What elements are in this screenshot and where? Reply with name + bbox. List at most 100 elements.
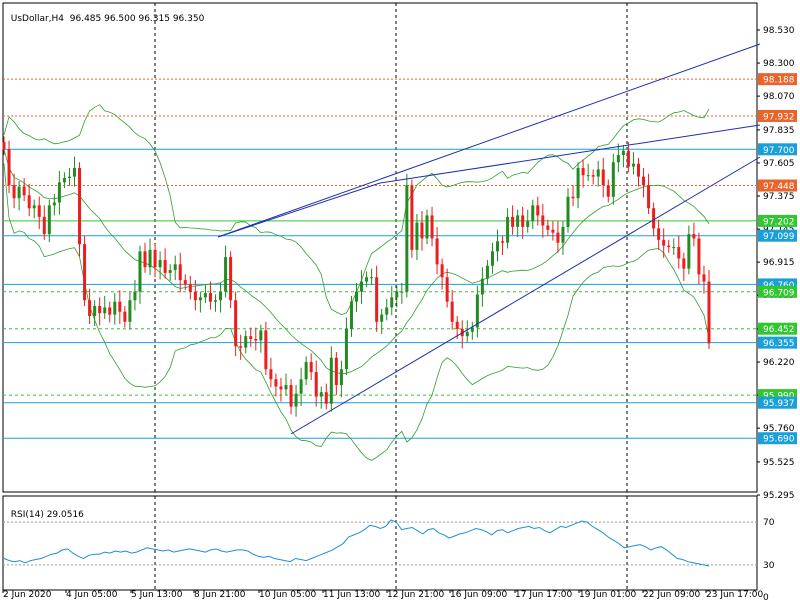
price-axis-label: 98.300	[763, 59, 795, 69]
candle-bull	[561, 226, 565, 243]
candle-bull	[621, 150, 625, 156]
time-axis-label: 19 Jun 01:00	[579, 590, 636, 600]
candle-bull	[138, 251, 142, 292]
candle-bear	[98, 305, 102, 314]
candle-bear	[662, 239, 666, 246]
candle-bear	[702, 274, 706, 282]
rsi-axis-label: 30	[763, 561, 775, 571]
candle-bull	[631, 163, 635, 167]
candle-bear	[375, 277, 379, 322]
candle-bear	[521, 215, 525, 227]
candle-bear	[178, 264, 182, 281]
price-tag-bg	[758, 73, 797, 86]
candle-bull	[360, 281, 364, 292]
candle-bear	[289, 385, 293, 407]
candle-bull	[349, 301, 353, 329]
candle-bear	[279, 386, 283, 390]
price-tag-label: 95.937	[763, 399, 795, 409]
price-axis-label: 98.070	[763, 92, 795, 102]
candle-bear	[667, 245, 671, 248]
candle-bull	[329, 357, 333, 404]
candle-bull	[344, 328, 348, 370]
candle-bear	[2, 142, 6, 150]
candle-bull	[128, 300, 132, 322]
time-axis-label: 11 Jun 13:00	[323, 590, 380, 600]
price-axis-label: 97.835	[763, 126, 795, 136]
rsi-title: RSI(14) 29.0516	[5, 500, 84, 520]
price-tag-bg	[758, 396, 797, 409]
candle-bear	[42, 216, 46, 235]
candle-bull	[158, 259, 162, 268]
time-axis-label: 10 Jun 05:00	[259, 590, 316, 600]
candle-bear	[269, 369, 273, 380]
candle-bear	[657, 228, 661, 240]
candle-bull	[380, 314, 384, 322]
candle-bull	[133, 291, 137, 301]
price-axis-label: 96.915	[763, 258, 795, 268]
candle-bear	[591, 175, 595, 177]
candle-bull	[299, 379, 303, 394]
candle-bear	[430, 215, 434, 239]
candle-bull	[203, 293, 207, 298]
price-axis-label: 97.605	[763, 159, 795, 169]
rsi-axis-label: 70	[763, 518, 775, 528]
bollinger-middle	[3, 149, 710, 375]
candle-bear	[626, 150, 630, 167]
candle-bull	[304, 362, 308, 380]
candle-bull	[596, 169, 600, 177]
candle-bull	[370, 277, 374, 279]
candle-bull	[319, 392, 323, 397]
candle-bull	[385, 307, 389, 315]
price-panel-frame	[2, 2, 758, 493]
candle-bear	[556, 232, 560, 243]
candle-bull	[173, 264, 177, 271]
candle-bear	[334, 357, 338, 386]
candle-bear	[642, 176, 646, 186]
candle-bull	[480, 278, 484, 295]
candle-bull	[405, 185, 409, 292]
candle-bull	[113, 301, 117, 315]
candle-bull	[259, 330, 263, 341]
time-axis-label: 23 Jun 17:00	[706, 590, 763, 600]
candle-bear	[108, 307, 112, 315]
candle-bear	[163, 259, 167, 273]
candle-bear	[234, 300, 238, 347]
price-tag-bg	[758, 214, 797, 227]
candle-bull	[284, 385, 288, 390]
price-tag-bg	[758, 109, 797, 122]
candle-bear	[309, 362, 313, 373]
candle-bear	[208, 293, 212, 302]
candle-bull	[526, 221, 530, 227]
candle-bear	[229, 257, 233, 301]
candle-bear	[88, 300, 92, 317]
candle-bull	[470, 327, 474, 332]
candle-bear	[546, 225, 550, 230]
candle-bull	[506, 216, 510, 243]
candle-bull	[339, 369, 343, 386]
candle-bear	[193, 291, 197, 301]
candle-bull	[576, 167, 580, 199]
candle-bear	[606, 185, 610, 197]
price-axis-label: 95.295	[763, 491, 795, 501]
candle-bear	[501, 241, 505, 243]
price-tag-label: 96.355	[763, 339, 795, 349]
price-tag-label: 97.700	[763, 146, 795, 156]
candle-bull	[355, 291, 358, 302]
rsi-panel-frame	[2, 495, 758, 591]
bollinger-lower	[3, 163, 710, 461]
candle-bear	[27, 195, 31, 209]
rsi-axis-label: 0	[763, 593, 769, 600]
candle-bear	[12, 185, 16, 199]
candle-bear	[37, 205, 41, 217]
trend-line	[290, 156, 761, 435]
candle-bear	[410, 185, 414, 250]
candle-bear	[511, 216, 515, 227]
candle-bull	[415, 222, 419, 250]
candle-bear	[652, 208, 656, 229]
candle-bear	[536, 205, 540, 216]
candle-bear	[264, 330, 268, 370]
candle-bear	[435, 238, 439, 265]
price-tag-bg	[758, 285, 797, 298]
chart-title: UsDollar,H4 96.485 96.500 96.315 96.350	[5, 4, 205, 24]
